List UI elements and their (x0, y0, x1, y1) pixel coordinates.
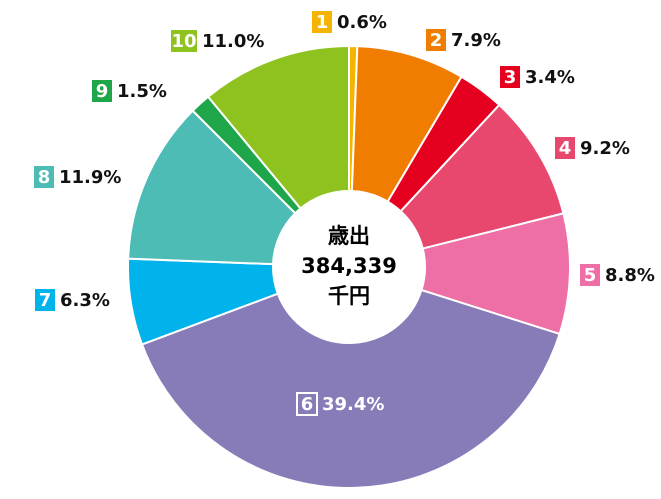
label-box (296, 392, 318, 416)
value-label: 11.9% (59, 167, 121, 188)
label-box (171, 30, 197, 52)
value-label: 8.8% (605, 265, 655, 286)
label-number: 2 (430, 30, 443, 51)
label-number: 9 (96, 81, 109, 102)
label-box (426, 29, 446, 51)
value-label: 3.4% (525, 67, 575, 88)
label-number: 3 (504, 67, 517, 88)
label-box (34, 166, 54, 188)
center-text: 千円 (328, 284, 370, 308)
value-label: 11.0% (202, 31, 264, 52)
label-number: 7 (39, 290, 52, 311)
label-number: 4 (559, 138, 572, 159)
value-label: 9.2% (580, 138, 630, 159)
label-number: 5 (584, 265, 597, 286)
label-box (92, 80, 112, 102)
label-number: 8 (38, 167, 51, 188)
label-box (555, 137, 575, 159)
label-number: 6 (301, 394, 314, 415)
value-label: 6.3% (60, 290, 110, 311)
value-label: 39.4% (322, 394, 384, 415)
value-label: 7.9% (451, 30, 501, 51)
center-text: 384,339 (301, 254, 397, 278)
value-label: 1.5% (117, 81, 167, 102)
donut-hole (273, 191, 425, 343)
label-box (312, 11, 332, 33)
label-number: 1 (316, 12, 329, 33)
value-label: 0.6% (337, 12, 387, 33)
label-box (580, 264, 600, 286)
label-box (500, 66, 520, 88)
label-box (35, 289, 55, 311)
center-text: 歳出 (328, 224, 370, 248)
label-number: 10 (171, 31, 196, 52)
